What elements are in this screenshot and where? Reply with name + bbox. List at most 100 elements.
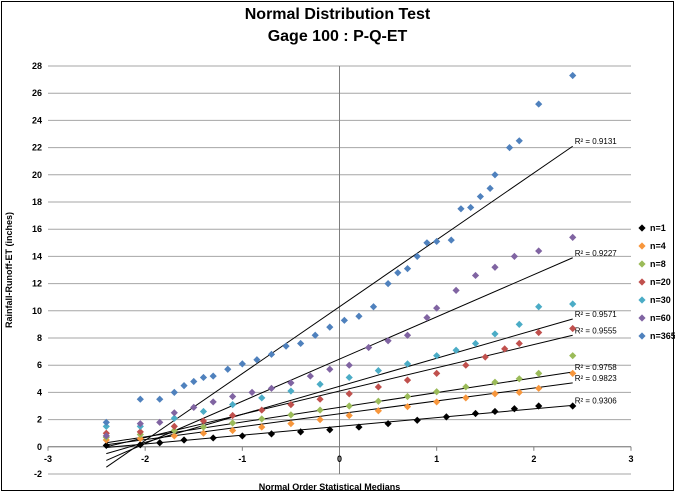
r-squared-label: R² = 0.9571 (575, 310, 618, 319)
data-point (403, 331, 412, 339)
data-point (452, 346, 460, 354)
data-point (345, 361, 353, 369)
data-point (476, 192, 484, 201)
data-point (433, 237, 441, 246)
data-point (297, 339, 305, 348)
r-squared-label: R² = 0.9131 (575, 137, 618, 146)
y-tick-label: -2 (34, 469, 42, 479)
data-point (491, 378, 499, 386)
data-point (394, 269, 402, 277)
data-point (355, 312, 363, 320)
data-point (535, 328, 543, 337)
data-point (374, 407, 382, 415)
data-point (345, 373, 353, 382)
data-point (501, 345, 509, 353)
data-point (384, 420, 392, 428)
data-point (316, 416, 324, 424)
data-point (471, 271, 480, 280)
trendline (106, 145, 573, 468)
data-point (423, 239, 431, 247)
data-point (510, 252, 518, 260)
r-squared-label: R² = 0.9227 (575, 249, 618, 258)
data-point (258, 423, 266, 431)
x-tick-label: 2 (531, 454, 536, 464)
legend-label: n=4 (650, 241, 666, 251)
data-point (515, 375, 523, 383)
data-point (403, 265, 412, 273)
legend-marker (638, 314, 646, 322)
data-point (491, 330, 499, 338)
data-point (287, 379, 295, 387)
data-point (491, 171, 499, 179)
data-point (452, 286, 460, 294)
data-point (569, 71, 577, 80)
data-point (486, 184, 494, 192)
data-point (258, 394, 266, 402)
data-point (258, 406, 266, 414)
data-point (462, 383, 470, 391)
data-point (462, 361, 470, 369)
trendline (106, 257, 573, 461)
data-point (433, 398, 441, 406)
data-point (199, 429, 208, 437)
data-point (569, 324, 577, 333)
r-squared-label: R² = 0.9306 (575, 396, 618, 405)
data-point (326, 323, 334, 331)
data-point (384, 337, 392, 345)
data-point (433, 388, 441, 396)
legend-marker (638, 242, 646, 250)
legend-label: n=30 (650, 295, 671, 305)
data-point (136, 420, 144, 428)
data-point (287, 401, 295, 409)
legend-label: n=60 (650, 313, 671, 323)
data-point (287, 420, 295, 428)
data-point (199, 373, 208, 382)
y-tick-label: 28 (32, 61, 42, 71)
data-point (170, 388, 178, 396)
data-point (535, 384, 543, 392)
data-point (433, 304, 441, 312)
r-squared-label: R² = 0.9758 (575, 363, 618, 372)
data-point (170, 422, 178, 430)
y-tick-label: 2 (37, 415, 42, 425)
data-point (170, 414, 178, 422)
data-point (326, 426, 334, 434)
data-point (282, 342, 290, 350)
data-point (199, 423, 208, 431)
data-point (510, 405, 518, 413)
y-tick-label: 0 (37, 442, 42, 452)
data-point (374, 367, 382, 375)
r-squared-label: R² = 0.9823 (575, 374, 618, 383)
data-point (170, 409, 178, 417)
data-point (345, 411, 353, 420)
data-point (297, 428, 305, 436)
x-axis-label: Normal Order Statistical Medians (259, 482, 401, 492)
data-point (170, 432, 178, 440)
data-point (457, 205, 465, 213)
data-point (413, 252, 421, 260)
data-point (229, 426, 237, 435)
data-point (311, 331, 319, 339)
data-point (374, 397, 382, 405)
data-point (569, 369, 577, 377)
data-point (535, 247, 543, 255)
data-point (156, 418, 164, 426)
chart-subtitle: Gage 100 : P-Q-ET (267, 28, 408, 45)
data-point (535, 100, 543, 108)
data-point (365, 343, 373, 352)
data-point (267, 384, 276, 392)
data-point (229, 401, 237, 409)
data-point (569, 402, 577, 410)
data-point (156, 439, 164, 447)
data-point (229, 419, 237, 427)
data-point (136, 428, 144, 436)
data-point (136, 441, 144, 449)
y-tick-label: 22 (32, 143, 42, 153)
data-point (515, 339, 523, 348)
data-point (253, 356, 261, 364)
data-point (316, 380, 324, 388)
data-point (535, 303, 543, 311)
data-point (340, 316, 348, 324)
